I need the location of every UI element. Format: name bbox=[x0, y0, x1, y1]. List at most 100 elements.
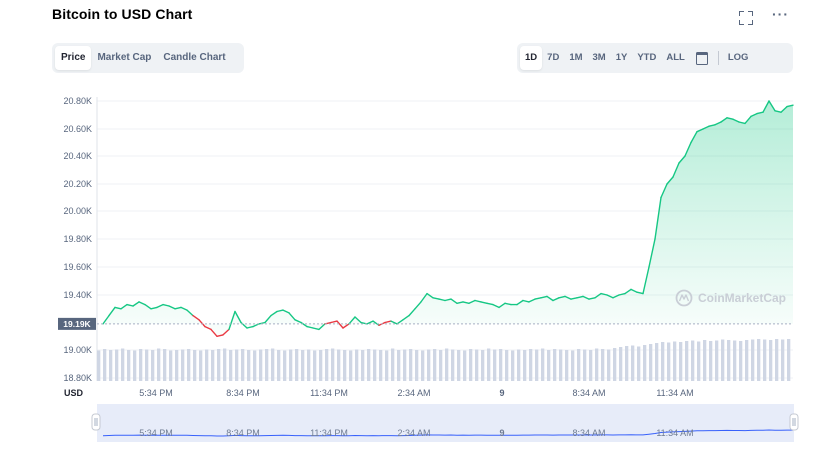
price-area-fill bbox=[103, 101, 793, 337]
price-line-segment bbox=[690, 130, 698, 144]
volume-bar bbox=[421, 350, 425, 381]
expand-icon[interactable] bbox=[739, 11, 753, 25]
volume-bar bbox=[751, 339, 755, 381]
volume-bar bbox=[679, 342, 683, 381]
price-line-segment bbox=[456, 301, 464, 304]
volume-bar bbox=[487, 348, 491, 381]
price-line-segment bbox=[276, 309, 284, 313]
time-navigator[interactable]: 5:34 PM 8:34 PM 11:34 PM 2:34 AM 9 8:34 AM 11:… bbox=[91, 404, 799, 442]
tab-market-cap[interactable]: Market Cap bbox=[97, 52, 152, 63]
volume-bar bbox=[685, 341, 689, 381]
y-axis-ticks: 20.80K 20.60K 20.40K 20.20K 20.00K 19.80K 19.6… bbox=[63, 96, 92, 383]
x-axis-ticks: 5:34 PM 8:34 PM 11:34 PM 2:34 AM 9 8:34 AM 11:… bbox=[139, 388, 693, 398]
volume-bar bbox=[181, 349, 185, 381]
volume-bar bbox=[289, 349, 293, 381]
range-1d[interactable]: 1D bbox=[520, 46, 543, 70]
price-line-segment bbox=[534, 297, 542, 300]
volume-bar bbox=[607, 349, 611, 381]
volume-bar bbox=[505, 350, 509, 381]
volume-bar bbox=[775, 339, 779, 381]
volume-bar bbox=[277, 350, 281, 381]
volume-bar bbox=[109, 350, 113, 381]
more-dots-icon[interactable]: ··· bbox=[772, 6, 789, 22]
x-tick-label: 8:34 PM bbox=[226, 388, 260, 398]
navigator-line bbox=[102, 429, 793, 437]
range-3m[interactable]: 3M bbox=[592, 52, 606, 63]
toolbar-divider bbox=[717, 51, 719, 65]
price-line-segment bbox=[108, 306, 116, 317]
volume-bar bbox=[481, 350, 485, 381]
y-tick-label: 18.80K bbox=[63, 373, 92, 383]
x-tick-label: 11:34 AM bbox=[656, 388, 693, 398]
price-line-segment bbox=[438, 298, 446, 302]
navigator-left-handle[interactable] bbox=[91, 413, 101, 431]
price-line-segment bbox=[306, 325, 314, 329]
volume-bar bbox=[721, 339, 725, 381]
range-1y[interactable]: 1Y bbox=[615, 52, 628, 63]
volume-bar bbox=[451, 349, 455, 381]
log-scale-toggle[interactable]: LOG bbox=[727, 52, 749, 63]
x-tick-label: 5:34 PM bbox=[139, 388, 173, 398]
price-line-segment bbox=[552, 297, 560, 302]
watermark-text: CoinMarketCap bbox=[698, 291, 786, 305]
volume-bar bbox=[697, 341, 701, 381]
price-line-segment bbox=[390, 320, 398, 325]
price-line-segment bbox=[546, 295, 554, 302]
navigator-tick-label: 9 bbox=[499, 428, 504, 438]
y-tick-label: 20.00K bbox=[63, 206, 92, 216]
price-line-segment bbox=[462, 301, 470, 304]
volume-bar bbox=[409, 349, 413, 381]
volume-bar bbox=[433, 349, 437, 381]
price-line-segment bbox=[468, 299, 476, 304]
price-line-segment bbox=[504, 302, 512, 306]
reference-value-label: 19.19K bbox=[63, 319, 91, 329]
price-line-segment bbox=[348, 316, 356, 325]
volume-bar bbox=[103, 349, 107, 381]
volume-bar bbox=[553, 349, 557, 381]
range-all[interactable]: ALL bbox=[666, 52, 685, 63]
range-ytd[interactable]: YTD bbox=[637, 52, 657, 63]
volume-bar bbox=[157, 348, 161, 381]
volume-bar bbox=[613, 348, 617, 381]
price-line-segment bbox=[642, 266, 650, 295]
volume-bar bbox=[463, 350, 467, 381]
y-tick-label: 19.00K bbox=[63, 345, 92, 355]
volume-bar bbox=[313, 350, 317, 381]
price-line-segment bbox=[216, 334, 224, 337]
range-1m[interactable]: 1M bbox=[569, 52, 583, 63]
volume-bar bbox=[325, 349, 329, 381]
price-line-segment bbox=[102, 314, 110, 325]
tab-price[interactable]: Price bbox=[55, 46, 92, 70]
volume-bar bbox=[151, 350, 155, 381]
time-range-tabs: 1D 7D 1M 3M 1Y YTD ALL LOG bbox=[517, 43, 793, 73]
navigator-right-handle[interactable] bbox=[789, 413, 799, 431]
volume-bar bbox=[493, 349, 497, 381]
volume-bar bbox=[295, 349, 299, 381]
volume-bar bbox=[583, 349, 587, 381]
volume-bar bbox=[187, 349, 191, 381]
price-line-segment bbox=[636, 291, 644, 295]
volume-bar bbox=[649, 344, 653, 381]
price-line-segment bbox=[354, 316, 362, 324]
price-line-segment bbox=[420, 292, 428, 303]
price-line-segment bbox=[672, 162, 680, 178]
volume-bar bbox=[733, 340, 737, 381]
volume-bar bbox=[757, 339, 761, 381]
volume-bar bbox=[523, 350, 527, 381]
price-line-segment bbox=[330, 320, 338, 324]
volume-bar bbox=[571, 350, 575, 381]
tab-candle-chart[interactable]: Candle Chart bbox=[163, 52, 226, 63]
price-line-segment bbox=[246, 325, 254, 329]
volume-bar bbox=[403, 349, 407, 381]
volume-bar bbox=[253, 350, 257, 381]
calendar-icon[interactable] bbox=[690, 46, 714, 70]
price-line-segment bbox=[258, 321, 266, 325]
price-line-segment bbox=[696, 128, 704, 133]
volume-bar bbox=[175, 350, 179, 381]
price-line-segment bbox=[588, 297, 596, 300]
price-line-segment bbox=[288, 312, 296, 321]
price-line-segment bbox=[162, 303, 170, 307]
volume-bar bbox=[517, 349, 521, 381]
range-7d[interactable]: 7D bbox=[547, 52, 560, 63]
